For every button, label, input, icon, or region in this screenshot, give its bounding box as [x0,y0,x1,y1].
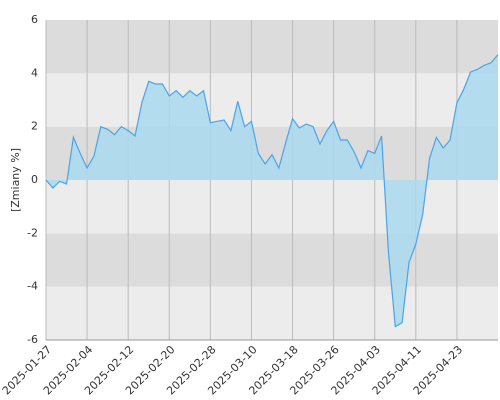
band [46,286,498,340]
band [46,20,498,74]
y-tick-label: -2 [27,226,38,239]
y-tick-label: -6 [27,333,38,346]
line [45,54,499,328]
y-tick-label: 4 [31,66,38,79]
band [46,73,498,127]
y-axis-label: [Zmiany %] [9,148,22,212]
y-tick-label: 0 [31,173,38,186]
band [46,180,498,234]
y-tick-label: 2 [31,120,38,133]
y-tick-label: 6 [31,13,38,26]
band [46,233,498,287]
area [46,54,498,327]
y-tick-label: -4 [27,280,38,293]
